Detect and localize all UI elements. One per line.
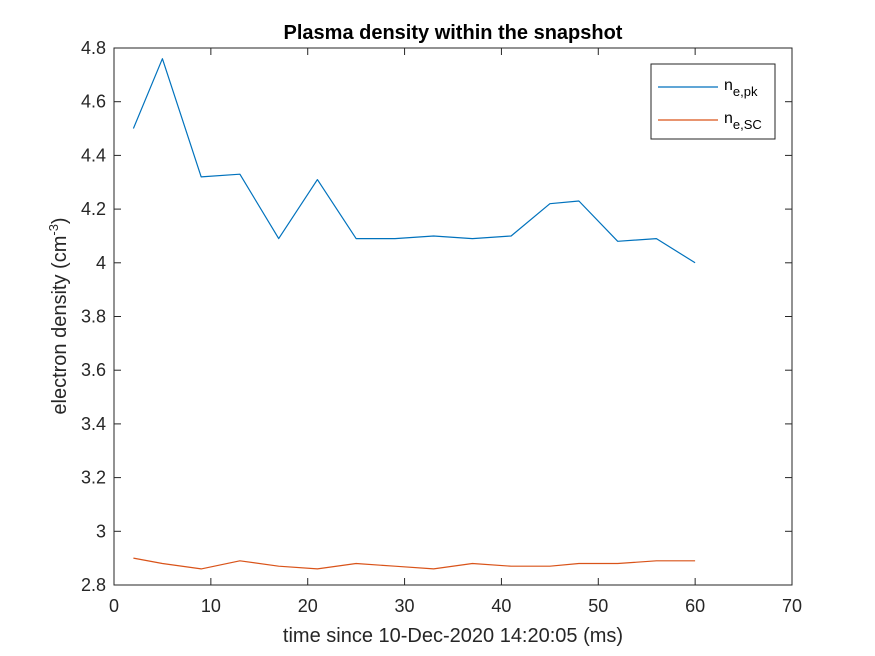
y-tick-label: 2.8 [81,575,106,595]
legend-entry-ne-sc-main: n [724,110,733,127]
y-tick-label: 3.6 [81,360,106,380]
legend-entry-ne-pk-main: n [724,77,733,94]
y-tick-label: 4 [96,253,106,273]
x-tick-label: 20 [298,596,318,616]
legend-entry-ne-sc-sub: e,SC [733,117,762,132]
chart-title: Plasma density within the snapshot [284,22,623,44]
x-tick-label: 50 [588,596,608,616]
x-tick-label: 70 [782,596,802,616]
legend: ne,pk ne,SC [650,63,776,140]
x-axis-label: time since 10-Dec-2020 14:20:05 (ms) [283,625,623,647]
y-tick-label: 4.2 [81,199,106,219]
legend-entry-ne-pk-sub: e,pk [733,84,758,99]
y-tick-label: 3.4 [81,414,106,434]
y-tick-label: 4.4 [81,145,106,165]
x-tick-label: 40 [491,596,511,616]
y-tick-label: 4.6 [81,92,106,112]
series-line-ne-sc [133,557,696,570]
series-line-ne-pk [132,58,696,264]
legend-entry-ne-pk: ne,pk [724,77,758,99]
x-tick-label: 60 [685,596,705,616]
legend-box [650,63,776,140]
axis-tick-labels: 0 10 20 30 40 50 60 70 2.8 3 3.2 3.4 3.6 3.8 4 4.2 4.4 4.… [81,38,802,616]
series-lines [132,58,696,570]
y-axis-label-superscript: -3 [46,224,61,236]
y-axis-label-end: ) [49,217,71,224]
axis-ticks [113,47,793,586]
y-tick-label: 4.8 [81,38,106,58]
y-tick-label: 3 [96,521,106,541]
x-tick-label: 10 [201,596,221,616]
y-tick-label: 3.2 [81,468,106,488]
legend-entry-ne-sc: ne,SC [724,110,762,132]
x-tick-label: 0 [109,596,119,616]
y-axis-label-main: electron density (cm [49,236,71,415]
y-tick-label: 3.8 [81,307,106,327]
y-axis-label: electron density (cm-3) [46,217,71,414]
x-tick-label: 30 [395,596,415,616]
